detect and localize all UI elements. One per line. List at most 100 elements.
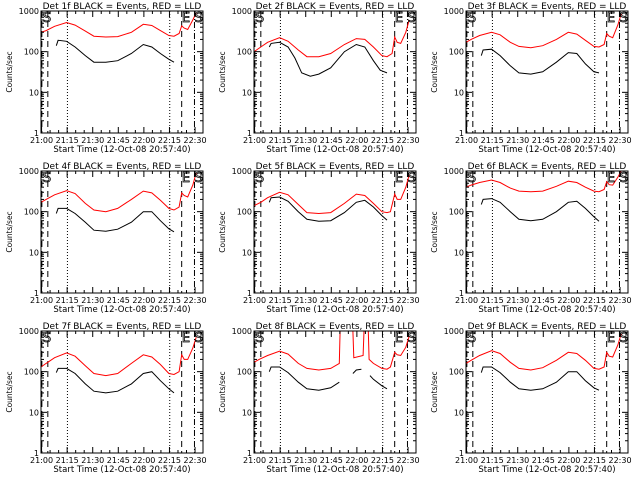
x-axis-label: Start Time (12-Oct-08 20:57:40) (53, 145, 190, 155)
x-tick-label: 22:00 (557, 456, 580, 465)
x-tick-label: 22:00 (132, 456, 155, 465)
event-marker-e: E (395, 11, 403, 26)
plot-frame (465, 330, 629, 454)
x-tick-label: 22:15 (158, 296, 181, 305)
event-marker-e: E (182, 171, 190, 186)
panel-det-6: Det 6f BLACK = Events, RED = LLD 1 10 100 10… (430, 162, 632, 315)
x-tick-label: 22:30 (609, 296, 632, 305)
x-axis-label: Start Time (12-Oct-08 20:57:40) (478, 305, 615, 315)
x-tick-label: 21:30 (294, 296, 317, 305)
y-tick-label: 10 (454, 248, 464, 257)
x-tick-label: 22:00 (345, 456, 368, 465)
lld-series-line (253, 330, 341, 371)
x-tick-label: 22:00 (345, 136, 368, 145)
y-tick-label: 10 (29, 248, 39, 257)
event-marker-s: S (195, 11, 203, 26)
panel-title: Det 6f BLACK = Events, RED = LLD (468, 162, 627, 172)
event-marker-s: S (468, 171, 476, 186)
plot-frame (253, 170, 417, 294)
event-marker-s: S (43, 331, 51, 346)
panel-title: Det 1f BLACK = Events, RED = LLD (43, 2, 202, 12)
plot-frame (40, 10, 204, 134)
y-tick-label: 100 (237, 208, 252, 217)
events-series-line (55, 367, 175, 394)
x-tick-label: 21:00 (243, 456, 266, 465)
x-tick-label: 22:00 (557, 136, 580, 145)
x-tick-label: 21:00 (455, 456, 478, 465)
y-tick-label: 1 (247, 129, 252, 138)
y-tick-label: 1000 (19, 7, 39, 16)
y-axis-label: Counts/sec (218, 211, 227, 252)
x-tick-label: 22:15 (583, 136, 606, 145)
y-tick-label: 10 (29, 88, 39, 97)
x-axis-label: Start Time (12-Oct-08 20:57:40) (266, 465, 403, 475)
x-tick-label: 21:45 (532, 296, 555, 305)
plot-frame (40, 170, 204, 294)
event-marker-s: S (408, 11, 416, 26)
event-marker-s: S (408, 171, 416, 186)
plot-frame (253, 10, 417, 134)
y-axis-label: Counts/sec (218, 371, 227, 412)
y-tick-label: 100 (237, 368, 252, 377)
events-series-line (480, 48, 600, 75)
x-tick-label: 21:15 (481, 136, 504, 145)
event-marker-e: E (395, 331, 403, 346)
event-marker-s: S (256, 11, 264, 26)
x-tick-label: 21:45 (532, 456, 555, 465)
event-marker-s: S (620, 11, 628, 26)
y-tick-label: 100 (449, 208, 464, 217)
y-tick-label: 1 (247, 449, 252, 458)
x-tick-label: 22:30 (609, 136, 632, 145)
x-tick-label: 22:30 (184, 296, 207, 305)
x-tick-label: 22:15 (371, 136, 394, 145)
event-marker-s: S (195, 171, 203, 186)
y-tick-label: 100 (449, 368, 464, 377)
y-tick-label: 1 (34, 449, 39, 458)
x-tick-label: 21:00 (243, 136, 266, 145)
event-marker-s: S (468, 11, 476, 26)
y-tick-label: 1000 (232, 327, 252, 336)
x-tick-label: 21:45 (107, 456, 130, 465)
lld-series-line (465, 13, 622, 49)
panel-det-2: Det 2f BLACK = Events, RED = LLD 1 10 100 10… (218, 2, 420, 155)
x-tick-label: 21:30 (506, 296, 529, 305)
y-tick-label: 1 (34, 129, 39, 138)
y-axis-label: Counts/sec (5, 51, 14, 92)
x-tick-label: 22:30 (397, 136, 420, 145)
panel-det-8: Det 8f BLACK = Events, RED = LLD 1 10 100 10… (218, 322, 420, 475)
y-tick-label: 100 (24, 368, 39, 377)
event-marker-e: E (607, 331, 615, 346)
events-series-line (369, 375, 388, 390)
y-tick-label: 1 (247, 289, 252, 298)
x-tick-label: 22:30 (184, 456, 207, 465)
event-marker-s: S (468, 331, 476, 346)
events-series-line (352, 368, 362, 374)
events-series-line (268, 196, 388, 222)
plot-frame (253, 330, 417, 454)
event-marker-s: S (43, 171, 51, 186)
y-tick-label: 10 (242, 408, 252, 417)
y-tick-label: 100 (449, 48, 464, 57)
y-tick-label: 1 (459, 129, 464, 138)
panel-title: Det 7f BLACK = Events, RED = LLD (43, 322, 202, 332)
y-tick-label: 1000 (444, 167, 464, 176)
x-tick-label: 21:30 (294, 136, 317, 145)
panel-title: Det 9f BLACK = Events, RED = LLD (468, 322, 627, 332)
x-tick-label: 21:45 (320, 296, 343, 305)
event-marker-e: E (182, 331, 190, 346)
x-tick-label: 22:00 (557, 296, 580, 305)
x-tick-label: 21:45 (320, 136, 343, 145)
x-tick-label: 22:15 (371, 456, 394, 465)
panel-det-9: Det 9f BLACK = Events, RED = LLD 1 10 100 10… (430, 322, 632, 475)
x-tick-label: 21:30 (81, 136, 104, 145)
events-series-line (480, 366, 600, 391)
y-tick-label: 1000 (19, 167, 39, 176)
x-tick-label: 21:30 (81, 296, 104, 305)
x-tick-label: 21:00 (30, 456, 53, 465)
x-tick-label: 21:15 (56, 296, 79, 305)
panel-det-1: Det 1f BLACK = Events, RED = LLD 1 10 100 10… (5, 2, 207, 155)
plot-frame (465, 10, 629, 134)
x-tick-label: 21:30 (506, 136, 529, 145)
y-axis-label: Counts/sec (5, 371, 14, 412)
